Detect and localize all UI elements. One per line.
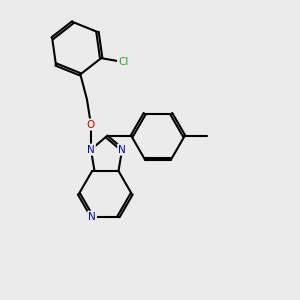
Text: N: N: [88, 212, 96, 222]
Text: O: O: [87, 119, 95, 130]
Text: N: N: [118, 145, 126, 154]
Text: Cl: Cl: [118, 57, 128, 67]
Text: N: N: [87, 145, 95, 154]
